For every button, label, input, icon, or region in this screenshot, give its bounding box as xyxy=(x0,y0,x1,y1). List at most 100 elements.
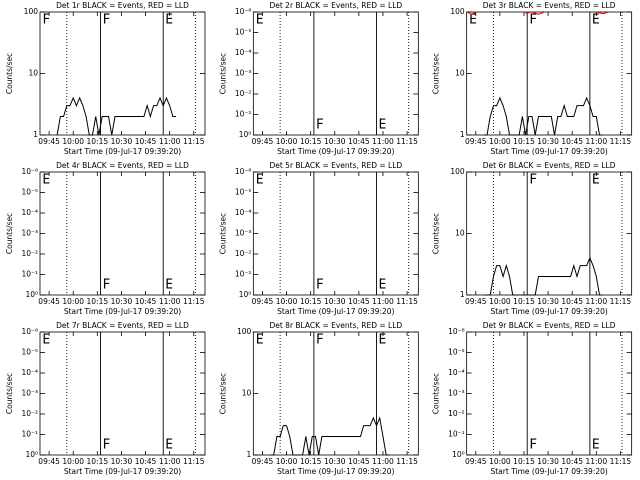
x-tick-label: 11:00 xyxy=(159,297,181,306)
y-tick-label: 10⁻² xyxy=(235,249,252,258)
y-tick-label: 10⁻³ xyxy=(448,389,465,398)
x-axis-label: Start Time (09-Jul-17 09:39:20) xyxy=(64,307,181,316)
y-tick-label: 10 xyxy=(28,69,38,78)
flag-label: E xyxy=(469,13,477,28)
x-tick-label: 10:15 xyxy=(87,297,109,306)
x-tick-label: 11:15 xyxy=(610,457,632,466)
x-tick-label: 10:45 xyxy=(561,137,583,146)
flag-label: E xyxy=(165,278,173,293)
data-line xyxy=(56,96,177,136)
x-tick-label: 10:45 xyxy=(561,457,583,466)
flag-label: E xyxy=(42,173,50,188)
flag-label: F xyxy=(103,438,111,453)
flag-label: E xyxy=(256,333,264,348)
y-tick-label: 10⁻⁵ xyxy=(21,188,38,197)
x-tick-label: 10:15 xyxy=(300,457,322,466)
y-tick-label: 10⁰ xyxy=(25,450,38,459)
flag-label: F xyxy=(42,13,50,28)
x-tick-label: 10:15 xyxy=(513,457,535,466)
flag-label: F xyxy=(529,13,537,28)
x-tick-label: 10:30 xyxy=(111,457,133,466)
y-tick-label: 10⁻⁶ xyxy=(235,167,252,176)
x-tick-label: 11:00 xyxy=(159,457,181,466)
flag-label: E xyxy=(165,438,173,453)
flag-label: F xyxy=(103,13,111,28)
x-tick-label: 11:00 xyxy=(585,137,607,146)
y-tick-label: 10⁻¹ xyxy=(235,110,252,119)
x-tick-label: 10:15 xyxy=(87,137,109,146)
x-tick-label: 11:15 xyxy=(183,297,205,306)
y-tick-label: 10⁻⁵ xyxy=(235,188,252,197)
flag-label: E xyxy=(592,438,600,453)
x-tick-label: 10:45 xyxy=(135,457,157,466)
x-tick-label: 09:45 xyxy=(38,137,60,146)
y-tick-label: 10⁻² xyxy=(21,409,38,418)
panel-title: Det 1r BLACK = Events, RED = LLD xyxy=(56,1,189,10)
x-tick-label: 10:15 xyxy=(87,457,109,466)
y-axis-label: Counts/sec xyxy=(5,373,14,414)
x-tick-label: 10:00 xyxy=(276,457,298,466)
flag-label: E xyxy=(592,13,600,28)
x-axis-label: Start Time (09-Jul-17 09:39:20) xyxy=(490,307,607,316)
data-line xyxy=(270,416,390,456)
x-axis-label: Start Time (09-Jul-17 09:39:20) xyxy=(277,307,394,316)
x-tick-label: 10:45 xyxy=(348,297,370,306)
x-tick-label: 11:15 xyxy=(396,457,418,466)
y-tick-label: 10⁻¹ xyxy=(21,430,38,439)
x-tick-label: 10:15 xyxy=(513,137,535,146)
x-tick-label: 11:00 xyxy=(159,137,181,146)
x-tick-label: 09:45 xyxy=(465,137,487,146)
x-tick-label: 10:00 xyxy=(489,457,511,466)
y-tick-label: 10⁻² xyxy=(21,249,38,258)
y-tick-label: 100 xyxy=(450,7,465,16)
x-tick-label: 11:00 xyxy=(372,297,394,306)
y-tick-label: 100 xyxy=(450,167,465,176)
panel-title: Det 7r BLACK = Events, RED = LLD xyxy=(56,321,189,330)
x-tick-label: 10:30 xyxy=(537,457,559,466)
y-tick-label: 1 xyxy=(33,130,38,139)
x-tick-label: 10:00 xyxy=(62,457,84,466)
x-axis-label: Start Time (09-Jul-17 09:39:20) xyxy=(277,147,394,156)
x-tick-label: 11:15 xyxy=(183,137,205,146)
panel-title: Det 5r BLACK = Events, RED = LLD xyxy=(269,161,402,170)
y-axis-label: Counts/sec xyxy=(432,213,441,254)
x-tick-label: 10:15 xyxy=(300,297,322,306)
panel-title: Det 2r BLACK = Events, RED = LLD xyxy=(269,1,402,10)
x-tick-label: 11:15 xyxy=(396,137,418,146)
x-tick-label: 09:45 xyxy=(252,457,274,466)
y-tick-label: 10⁻³ xyxy=(235,69,252,78)
panel-title: Det 9r BLACK = Events, RED = LLD xyxy=(483,321,616,330)
y-tick-label: 10⁻⁵ xyxy=(235,28,252,37)
y-tick-label: 10⁻⁴ xyxy=(21,368,38,377)
flag-label: F xyxy=(529,173,537,188)
y-tick-label: 10⁻² xyxy=(448,409,465,418)
panel-title: Det 6r BLACK = Events, RED = LLD xyxy=(483,161,616,170)
x-axis-label: Start Time (09-Jul-17 09:39:20) xyxy=(277,467,394,476)
y-tick-label: 10⁻⁶ xyxy=(448,327,465,336)
flag-label: E xyxy=(379,118,387,133)
y-tick-label: 10⁰ xyxy=(239,290,252,299)
x-tick-label: 10:30 xyxy=(537,137,559,146)
x-tick-label: 11:15 xyxy=(610,297,632,306)
y-tick-label: 10⁻⁵ xyxy=(448,348,465,357)
y-tick-label: 10⁻⁴ xyxy=(235,208,252,217)
x-tick-label: 09:45 xyxy=(252,297,274,306)
flag-label: F xyxy=(316,118,324,133)
flag-label: E xyxy=(592,173,600,188)
flag-label: F xyxy=(316,333,324,348)
x-tick-label: 10:45 xyxy=(348,137,370,146)
y-tick-label: 1 xyxy=(460,290,465,299)
x-tick-label: 10:45 xyxy=(348,457,370,466)
data-line xyxy=(466,11,610,15)
y-tick-label: 10 xyxy=(455,69,465,78)
y-axis-label: Counts/sec xyxy=(5,213,14,254)
x-tick-label: 11:00 xyxy=(585,297,607,306)
flag-label: E xyxy=(379,333,387,348)
y-axis-label: Counts/sec xyxy=(218,213,227,254)
flag-label: E xyxy=(256,13,264,28)
x-tick-label: 11:15 xyxy=(183,457,205,466)
x-axis-label: Start Time (09-Jul-17 09:39:20) xyxy=(490,147,607,156)
y-tick-label: 100 xyxy=(24,7,39,16)
